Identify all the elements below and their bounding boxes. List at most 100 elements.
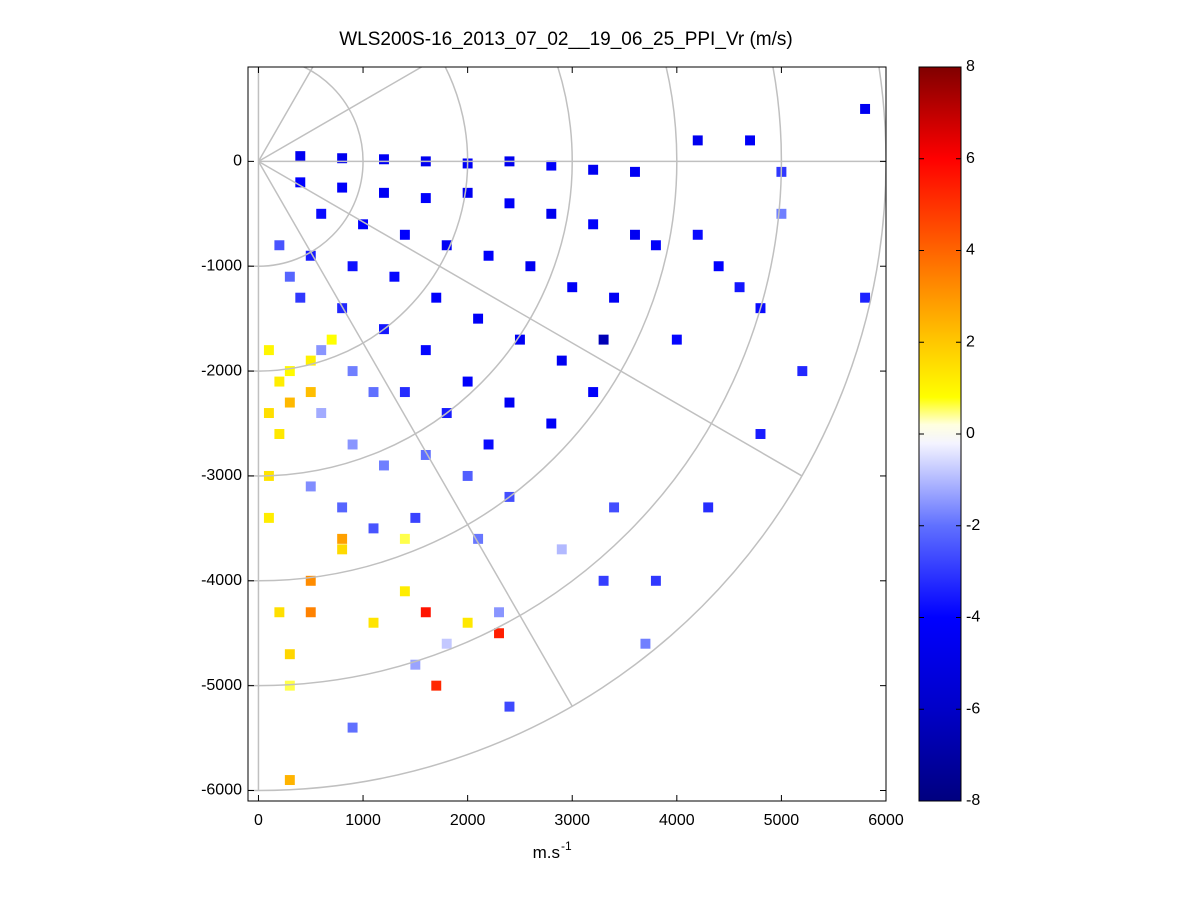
cell	[316, 208, 327, 219]
cell	[337, 533, 348, 544]
cell	[713, 261, 724, 272]
cell	[494, 628, 504, 639]
cell	[494, 607, 504, 618]
cell	[420, 345, 431, 356]
colorbar-tick-label: -6	[966, 700, 980, 717]
cell	[347, 722, 358, 733]
cell	[337, 153, 348, 164]
cell	[546, 418, 557, 429]
colorbar-tick-label: -4	[966, 609, 980, 626]
cell	[295, 292, 306, 303]
x-tick-label: 5000	[764, 812, 800, 829]
colorbar	[918, 66, 962, 802]
cell	[776, 208, 787, 219]
chart-title: WLS200S-16_2013_07_02__19_06_25_PPI_Vr (…	[339, 29, 793, 50]
cell	[556, 544, 567, 555]
cell	[556, 355, 567, 366]
cell	[305, 355, 316, 366]
cell	[410, 659, 421, 670]
cell	[692, 135, 703, 146]
cell	[588, 387, 599, 398]
cell	[399, 387, 410, 398]
cell	[797, 366, 808, 377]
cell	[441, 638, 452, 649]
cell	[525, 261, 536, 272]
cell	[399, 533, 410, 544]
x-axis-label-sup: -1	[561, 839, 572, 853]
y-tick-label: -3000	[201, 467, 242, 484]
colorbar-tick-label: 2	[966, 333, 975, 350]
x-tick-label: 0	[254, 812, 263, 829]
x-tick-label: 6000	[868, 812, 904, 829]
cell	[462, 187, 473, 198]
cell	[504, 198, 515, 209]
colorbar-tick-label: 8	[966, 58, 975, 75]
cell	[316, 408, 327, 419]
cell	[755, 429, 766, 439]
colorbar-tick-label: 6	[966, 150, 975, 167]
cell	[431, 292, 442, 303]
cell	[609, 502, 620, 513]
cell	[263, 345, 274, 356]
cell	[609, 292, 620, 303]
cell	[284, 775, 295, 786]
cell	[431, 680, 442, 691]
cell	[368, 523, 379, 534]
cell	[378, 187, 389, 198]
y-tick-label: 0	[233, 153, 242, 170]
cell	[337, 182, 348, 193]
y-tick-label: -5000	[201, 677, 242, 694]
cell	[284, 271, 295, 282]
cell	[703, 502, 714, 513]
cell	[284, 649, 295, 660]
colorbar-tick-label: 0	[966, 425, 975, 442]
cell	[337, 303, 348, 314]
cell	[462, 617, 473, 628]
cell	[284, 680, 295, 691]
cell	[263, 512, 274, 523]
cell	[305, 575, 316, 586]
cell	[274, 376, 285, 387]
cell	[462, 376, 473, 387]
colorbar-tick-label: 4	[966, 242, 975, 259]
cell	[745, 135, 756, 146]
cell	[473, 313, 484, 324]
cell	[860, 103, 871, 114]
polar-ray	[257, 160, 573, 707]
cell	[860, 292, 871, 303]
y-tick-label: -4000	[201, 572, 242, 589]
cell	[546, 160, 557, 171]
cell	[326, 334, 337, 345]
x-tick-label: 1000	[345, 812, 381, 829]
cell	[598, 575, 609, 586]
x-tick-label: 4000	[659, 812, 695, 829]
cell	[284, 366, 295, 377]
cell	[410, 512, 421, 523]
cell	[274, 429, 285, 439]
cell	[650, 575, 661, 586]
cell	[504, 701, 515, 712]
cell	[598, 334, 609, 345]
cell	[263, 408, 274, 419]
colorbar-tick-label: -8	[966, 792, 980, 809]
cell	[734, 282, 745, 293]
cell	[295, 151, 306, 162]
y-tick-label: -1000	[201, 257, 242, 274]
cell	[650, 240, 661, 251]
cell	[347, 261, 358, 272]
cell	[305, 250, 316, 261]
cell	[692, 229, 703, 240]
cell	[316, 345, 327, 356]
cell	[483, 250, 494, 261]
cell	[368, 387, 379, 398]
y-tick-label: -2000	[201, 362, 242, 379]
cell	[483, 439, 494, 450]
cell	[358, 219, 369, 230]
cell	[337, 502, 348, 513]
y-tick-label: -6000	[201, 782, 242, 799]
x-tick-label: 2000	[450, 812, 486, 829]
colorbar-tick-label: -2	[966, 517, 980, 534]
polar-ray	[258, 160, 803, 477]
